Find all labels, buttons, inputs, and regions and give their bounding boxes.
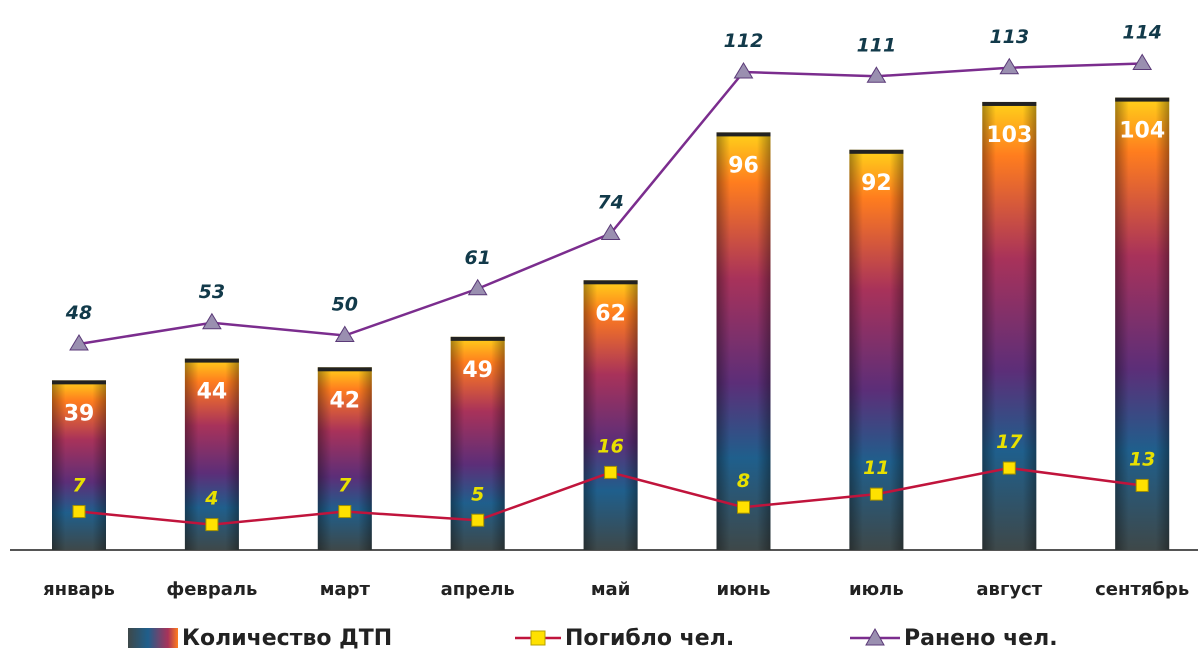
bar-shade-5 — [716, 132, 771, 550]
legend-bar-swatch-icon — [128, 628, 178, 648]
x-tick-label-8: сентябрь — [1095, 579, 1189, 600]
bar-value-label-3: 49 — [462, 358, 493, 383]
bar-value-label-0: 39 — [64, 401, 95, 426]
killed-value-label-0: 7 — [72, 475, 86, 497]
injured-point-4 — [600, 223, 621, 240]
bar-shade-2 — [317, 367, 372, 550]
injured-value-label-3: 61 — [464, 247, 490, 269]
killed-point-5 — [737, 500, 750, 514]
killed-point-3 — [471, 513, 485, 527]
x-tick-label-0: январь — [43, 579, 115, 600]
bar-cap-5 — [716, 132, 771, 137]
x-tick-label-5: июнь — [717, 579, 771, 600]
x-tick-label-3: апрель — [441, 579, 515, 600]
legend-item-injured: Ранено чел. — [850, 620, 1058, 656]
bar-shade-7 — [982, 101, 1037, 550]
injured-value-label-4: 74 — [597, 192, 623, 214]
killed-value-label-3: 5 — [471, 483, 484, 505]
bar-cap-6 — [849, 149, 904, 154]
killed-value-label-2: 7 — [338, 475, 352, 497]
legend-label-injured: Ранено чел. — [904, 625, 1058, 651]
bar-value-label-6: 92 — [861, 171, 892, 196]
killed-point-7 — [1002, 461, 1016, 475]
bar-cap-8 — [1115, 97, 1170, 102]
legend-item-killed: Погибло чел. — [515, 620, 734, 656]
x-tick-label-4: май — [591, 579, 630, 600]
bar-value-label-5: 96 — [728, 153, 759, 178]
bar-cap-0 — [52, 380, 106, 385]
killed-point-2 — [338, 505, 352, 519]
killed-value-label-8: 13 — [1129, 448, 1155, 470]
bar-value-label-8: 104 — [1119, 119, 1165, 144]
x-tick-label-7: август — [976, 579, 1042, 600]
killed-value-label-1: 4 — [204, 488, 218, 510]
killed-value-label-5: 8 — [737, 470, 750, 492]
killed-value-label-7: 17 — [996, 431, 1023, 453]
bar-cap-3 — [450, 336, 505, 341]
injured-value-label-7: 113 — [989, 26, 1029, 48]
bar-cap-2 — [317, 367, 372, 372]
injured-point-2 — [334, 325, 355, 342]
injured-value-label-5: 112 — [724, 30, 764, 52]
injured-point-6 — [866, 66, 887, 83]
x-tick-label-2: март — [320, 579, 371, 600]
legend-triangle-marker-icon — [850, 627, 900, 646]
injured-value-label-1: 53 — [199, 281, 225, 303]
legend-item-accidents: Количество ДТП — [128, 620, 392, 656]
x-tick-label-1: февраль — [166, 579, 257, 600]
legend-label-killed: Погибло чел. — [565, 625, 735, 651]
x-tick-label-6: июль — [849, 579, 904, 600]
injured-value-label-2: 50 — [332, 294, 358, 316]
killed-point-0 — [72, 505, 86, 519]
injured-point-7 — [999, 57, 1020, 75]
killed-value-label-4: 16 — [597, 435, 623, 457]
killed-point-6 — [869, 487, 883, 501]
bar-shade-4 — [583, 280, 638, 550]
legend-square-marker-icon — [515, 630, 561, 646]
bar-shade-0 — [52, 380, 106, 550]
bar-shade-8 — [1115, 97, 1170, 550]
killed-value-label-6: 11 — [863, 457, 889, 479]
injured-point-1 — [202, 312, 222, 330]
injured-value-label-0: 48 — [65, 302, 92, 324]
injured-point-0 — [69, 334, 89, 351]
bar-cap-4 — [583, 280, 638, 285]
injured-point-5 — [733, 62, 754, 79]
legend: Количество ДТП Погибло чел. Ранено чел. — [0, 620, 1198, 656]
injured-point-8 — [1132, 53, 1153, 70]
bar-cap-7 — [982, 101, 1037, 106]
injured-value-label-6: 111 — [857, 34, 897, 56]
legend-label-accidents: Количество ДТП — [182, 625, 393, 651]
bar-shade-6 — [849, 149, 904, 551]
bar-value-label-4: 62 — [595, 301, 626, 326]
bar-value-label-1: 44 — [197, 380, 228, 405]
injured-point-3 — [467, 278, 488, 296]
x-tick-labels: январь февраль март апрель май июнь июль август… — [43, 579, 1189, 600]
bar-value-label-7: 103 — [986, 123, 1032, 148]
lines-group — [69, 53, 1153, 532]
killed-point-8 — [1135, 478, 1149, 492]
bar-value-label-2: 42 — [329, 388, 360, 413]
bar-cap-1 — [184, 358, 239, 363]
killed-point-1 — [205, 518, 219, 532]
killed-point-4 — [604, 465, 618, 479]
injured-value-label-8: 114 — [1122, 22, 1162, 44]
